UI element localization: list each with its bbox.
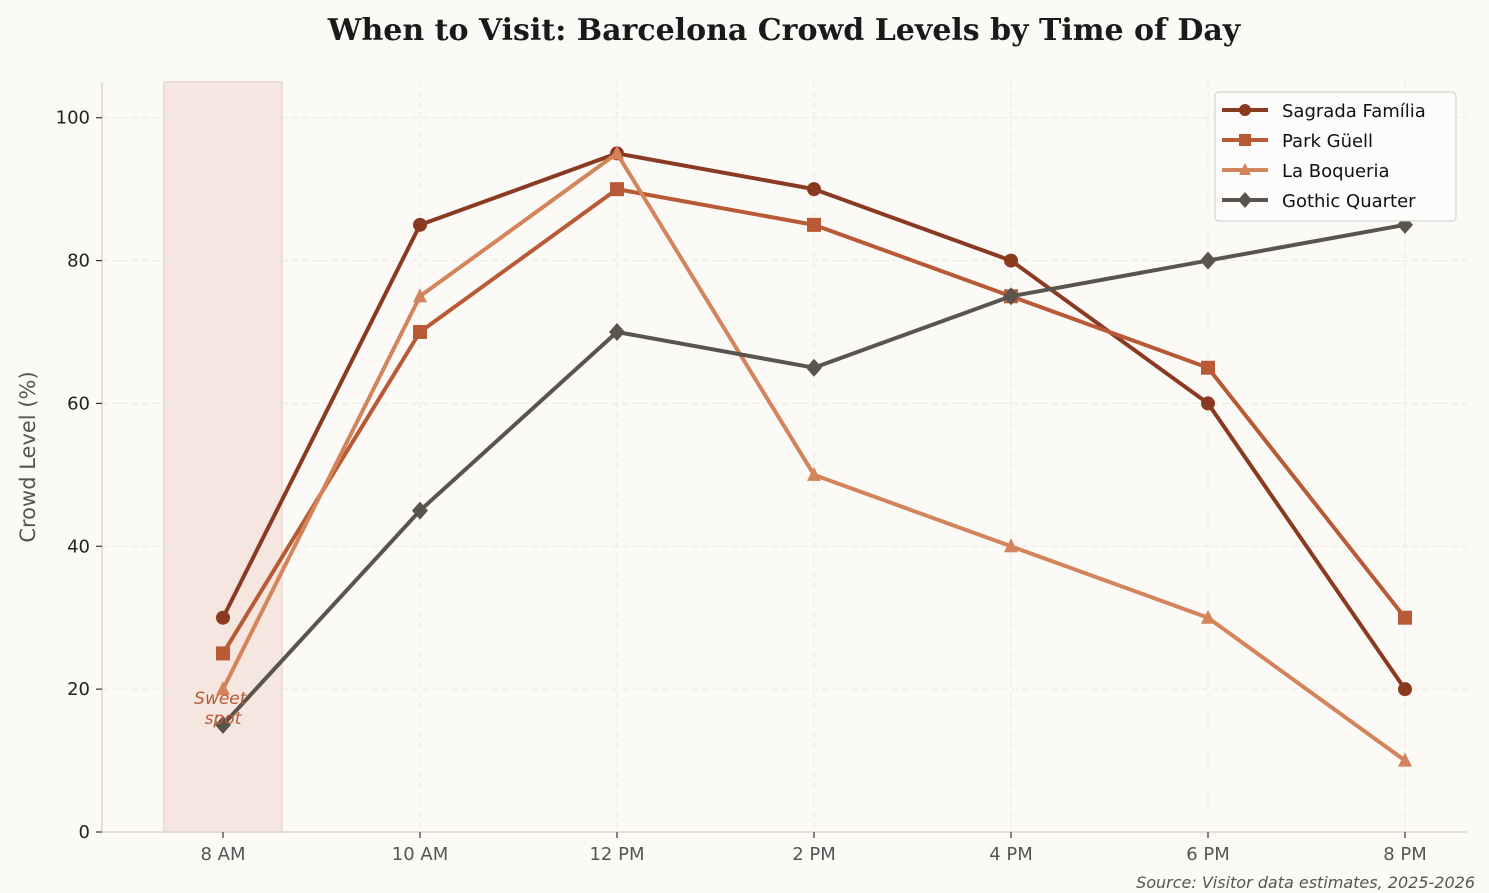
x-tick-label: 8 PM bbox=[1383, 844, 1427, 865]
x-tick-label: 4 PM bbox=[989, 844, 1033, 865]
y-tick-label: 40 bbox=[67, 536, 90, 557]
annotation-line-2: spot bbox=[205, 709, 243, 729]
marker-circle bbox=[1004, 253, 1018, 268]
x-tick-label: 12 PM bbox=[589, 844, 644, 865]
legend-label: Sagrada Família bbox=[1282, 101, 1426, 122]
marker-square bbox=[1201, 360, 1215, 375]
marker-diamond bbox=[1238, 192, 1252, 208]
marker-square bbox=[216, 646, 230, 661]
marker-square bbox=[413, 325, 427, 339]
marker-triangle bbox=[1201, 609, 1215, 624]
marker-triangle bbox=[413, 288, 427, 303]
marker-diamond bbox=[215, 715, 231, 734]
x-tick-label: 10 AM bbox=[392, 844, 448, 865]
marker-circle bbox=[1398, 682, 1412, 697]
marker-triangle bbox=[1004, 538, 1018, 553]
marker-square bbox=[1239, 134, 1251, 146]
marker-circle bbox=[216, 610, 230, 625]
series-sagrada-fam-lia bbox=[216, 146, 1412, 697]
y-tick-label: 20 bbox=[67, 679, 90, 700]
legend: Sagrada Família Park Güell La Boqueria Goth… bbox=[1214, 91, 1457, 222]
annotation-line-1: Sweet bbox=[194, 689, 248, 709]
y-tick-label: 60 bbox=[67, 393, 90, 414]
marker-square bbox=[807, 217, 821, 232]
marker-circle bbox=[1239, 104, 1251, 116]
marker-triangle bbox=[216, 681, 230, 696]
y-axis-label: Crowd Level (%) bbox=[16, 371, 40, 542]
marker-diamond bbox=[806, 358, 822, 377]
marker-diamond bbox=[1003, 287, 1019, 306]
x-tick-label: 6 PM bbox=[1186, 844, 1230, 865]
legend-label: Park Güell bbox=[1282, 131, 1373, 152]
y-tick-label: 100 bbox=[56, 108, 90, 129]
marker-diamond bbox=[609, 323, 625, 341]
series-park-g-ell bbox=[216, 182, 1412, 661]
sweet-spot-annotation: Sweet spot bbox=[194, 689, 252, 729]
marker-triangle bbox=[1239, 163, 1251, 175]
marker-square bbox=[610, 182, 624, 197]
chart-title: When to Visit: Barcelona Crowd Levels by… bbox=[327, 13, 1242, 48]
marker-circle bbox=[807, 182, 821, 197]
y-tick-label: 80 bbox=[67, 251, 90, 272]
marker-circle bbox=[1201, 396, 1215, 411]
legend-label: La Boqueria bbox=[1282, 161, 1389, 182]
marker-diamond bbox=[1200, 251, 1216, 270]
source-note: Source: Visitor data estimates, 2025-202… bbox=[1136, 873, 1475, 892]
marker-triangle bbox=[610, 145, 624, 160]
marker-square bbox=[1398, 610, 1412, 625]
series-la-boqueria bbox=[216, 145, 1412, 767]
marker-diamond bbox=[412, 501, 428, 520]
marker-circle bbox=[413, 217, 427, 232]
x-tick-label: 2 PM bbox=[792, 844, 836, 865]
x-tick-label: 8 AM bbox=[200, 844, 245, 865]
marker-triangle bbox=[1398, 752, 1412, 767]
legend-box bbox=[1214, 91, 1457, 222]
marker-triangle bbox=[807, 466, 821, 481]
y-tick-label: 0 bbox=[79, 822, 90, 843]
legend-label: Gothic Quarter bbox=[1282, 191, 1416, 212]
series-gothic-quarter bbox=[215, 215, 1413, 734]
